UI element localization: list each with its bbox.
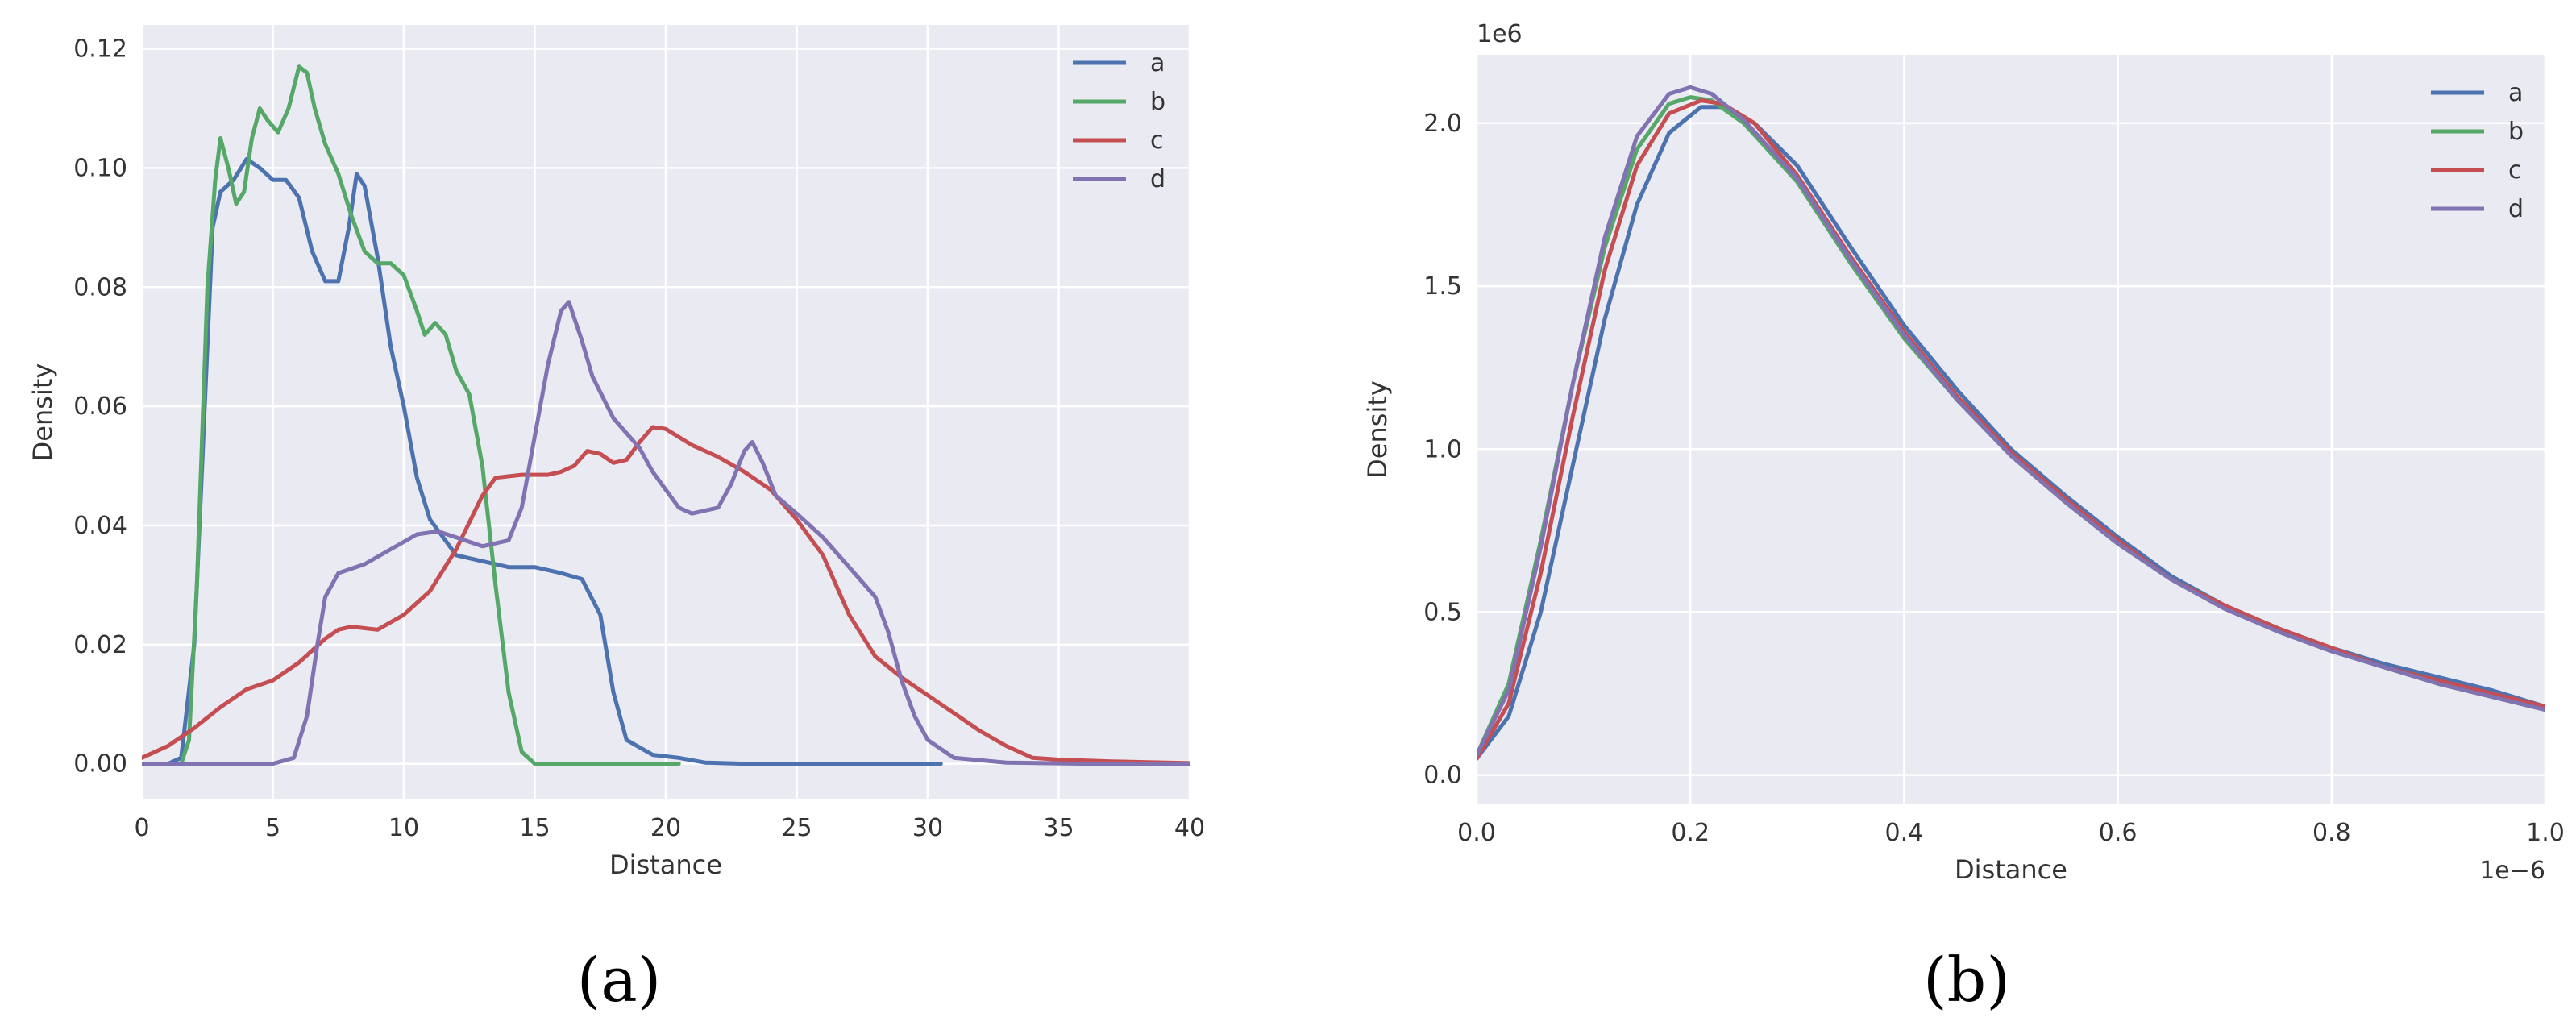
x-tick-label: 5 xyxy=(265,814,280,842)
x-offset-text: 1e−6 xyxy=(2479,857,2545,885)
legend-label-b: b xyxy=(1150,88,1165,116)
series-line-a xyxy=(142,156,943,766)
y-tick-label: 0.12 xyxy=(73,35,127,64)
legend-label-c: c xyxy=(2508,156,2522,185)
legend-label-d: d xyxy=(2508,195,2524,223)
y-axis-label: Density xyxy=(27,363,58,462)
x-tick-label: 20 xyxy=(650,814,681,842)
x-tick-label: 0.4 xyxy=(1885,819,1924,847)
y-tick-label: 1.0 xyxy=(1423,435,1462,463)
y-tick-label: 0.10 xyxy=(73,154,127,182)
y-axis-label: Density xyxy=(1362,380,1393,479)
y-tick-label: 2.0 xyxy=(1423,110,1462,138)
y-tick-label: 0.04 xyxy=(73,512,127,540)
series-line-c xyxy=(142,425,1190,766)
y-tick-label: 0.08 xyxy=(73,273,127,301)
y-tick-label: 0.5 xyxy=(1423,598,1462,626)
y-offset-text: 1e6 xyxy=(1477,20,1523,48)
x-tick-label: 15 xyxy=(519,814,550,842)
x-axis-label: Distance xyxy=(609,849,722,880)
legend-label-a: a xyxy=(2508,79,2523,107)
x-tick-label: 35 xyxy=(1043,814,1074,842)
plot-area xyxy=(1477,55,2545,804)
y-tick-label: 0.02 xyxy=(73,631,127,659)
legend-label-c: c xyxy=(1150,127,1164,155)
chart-panel-a: 0 5 10 15 20 25 30 35 40 0.00 0.02 0.04 0.06 0.08 0.10… xyxy=(27,25,1205,1015)
legend-label-d: d xyxy=(1150,165,1165,193)
x-tick-label: 0.0 xyxy=(1457,819,1496,847)
legend-label-a: a xyxy=(1150,49,1165,77)
x-tick-label: 0.2 xyxy=(1671,819,1710,847)
x-tick-label: 0.8 xyxy=(2312,819,2351,847)
x-tick-label: 0 xyxy=(134,814,149,842)
y-tick-label: 0.06 xyxy=(73,392,127,421)
y-tick-label: 0.0 xyxy=(1423,762,1462,790)
x-tick-label: 25 xyxy=(781,814,812,842)
x-tick-label: 0.6 xyxy=(2099,819,2138,847)
legend-label-b: b xyxy=(2508,118,2524,146)
series-line-d xyxy=(142,300,1190,766)
panel-caption: (a) xyxy=(577,944,662,1015)
series-line-d xyxy=(1477,85,2545,758)
chart-panel-b: 0.0 0.2 0.4 0.6 0.8 1.0 0.0 0.5 1.0 1.5 2.0 Distanc… xyxy=(1362,20,2565,1015)
x-tick-label: 1.0 xyxy=(2526,819,2565,847)
x-axis-label: Distance xyxy=(1955,854,2067,885)
x-tick-label: 10 xyxy=(388,814,419,842)
y-tick-label: 1.5 xyxy=(1423,272,1462,301)
panel-caption: (b) xyxy=(1923,944,2010,1015)
series-line-b xyxy=(179,64,681,766)
y-tick-label: 0.00 xyxy=(73,750,127,779)
x-tick-label: 30 xyxy=(912,814,943,842)
x-tick-label: 40 xyxy=(1174,814,1205,842)
